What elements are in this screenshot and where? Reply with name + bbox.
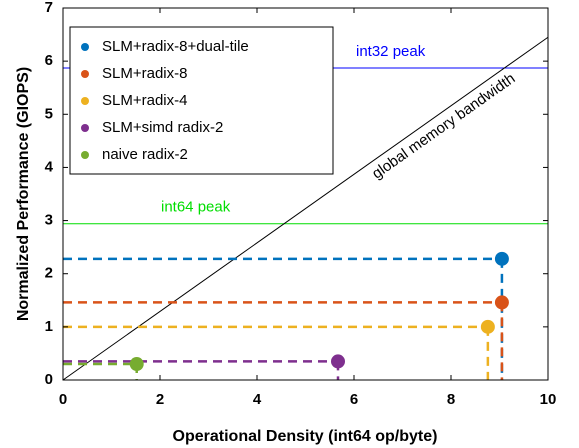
y-tick-label: 4 (45, 158, 54, 175)
legend-marker (81, 43, 89, 51)
bandwidth-label: global memory bandwidth (369, 70, 518, 183)
legend-label: SLM+radix-8+dual-tile (102, 38, 249, 55)
legend-label: naive radix-2 (102, 146, 188, 163)
data-point (494, 295, 509, 310)
legend-box (69, 26, 334, 175)
peak-label: int64 peak (161, 199, 231, 216)
peak-label: int32 peak (356, 43, 426, 60)
x-tick-label: 4 (253, 391, 262, 408)
legend-label: SLM+simd radix-2 (102, 119, 223, 136)
legend-marker (81, 151, 89, 159)
data-point (129, 357, 144, 372)
x-axis-label: Operational Density (int64 op/byte) (173, 428, 438, 445)
x-tick-label: 8 (447, 391, 455, 408)
y-tick-label: 1 (45, 318, 53, 335)
legend-marker (81, 70, 89, 78)
y-tick-label: 3 (45, 212, 53, 229)
legend: SLM+radix-8+dual-tile SLM+radix-8 SLM+radi… (69, 26, 334, 175)
data-point (494, 251, 509, 266)
legend-marker (81, 124, 89, 132)
legend-label: SLM+radix-4 (102, 92, 187, 109)
x-tick-label: 10 (540, 391, 557, 408)
y-tick-label: 5 (45, 105, 53, 122)
y-tick-label: 2 (45, 265, 53, 282)
x-tick-label: 2 (156, 391, 164, 408)
data-point (480, 319, 495, 334)
y-tick-label: 7 (45, 0, 53, 16)
bandwidth-line (62, 36, 549, 381)
x-tick-label: 6 (350, 391, 358, 408)
y-axis-label: Normalized Performance (GIOPS) (15, 67, 32, 321)
legend-label: SLM+radix-8 (102, 65, 187, 82)
legend-marker (81, 97, 89, 105)
y-tick-label: 0 (45, 371, 53, 388)
plot-frame (62, 7, 549, 381)
x-tick-label: 0 (59, 391, 67, 408)
data-point (330, 354, 345, 369)
y-tick-label: 6 (45, 52, 53, 69)
